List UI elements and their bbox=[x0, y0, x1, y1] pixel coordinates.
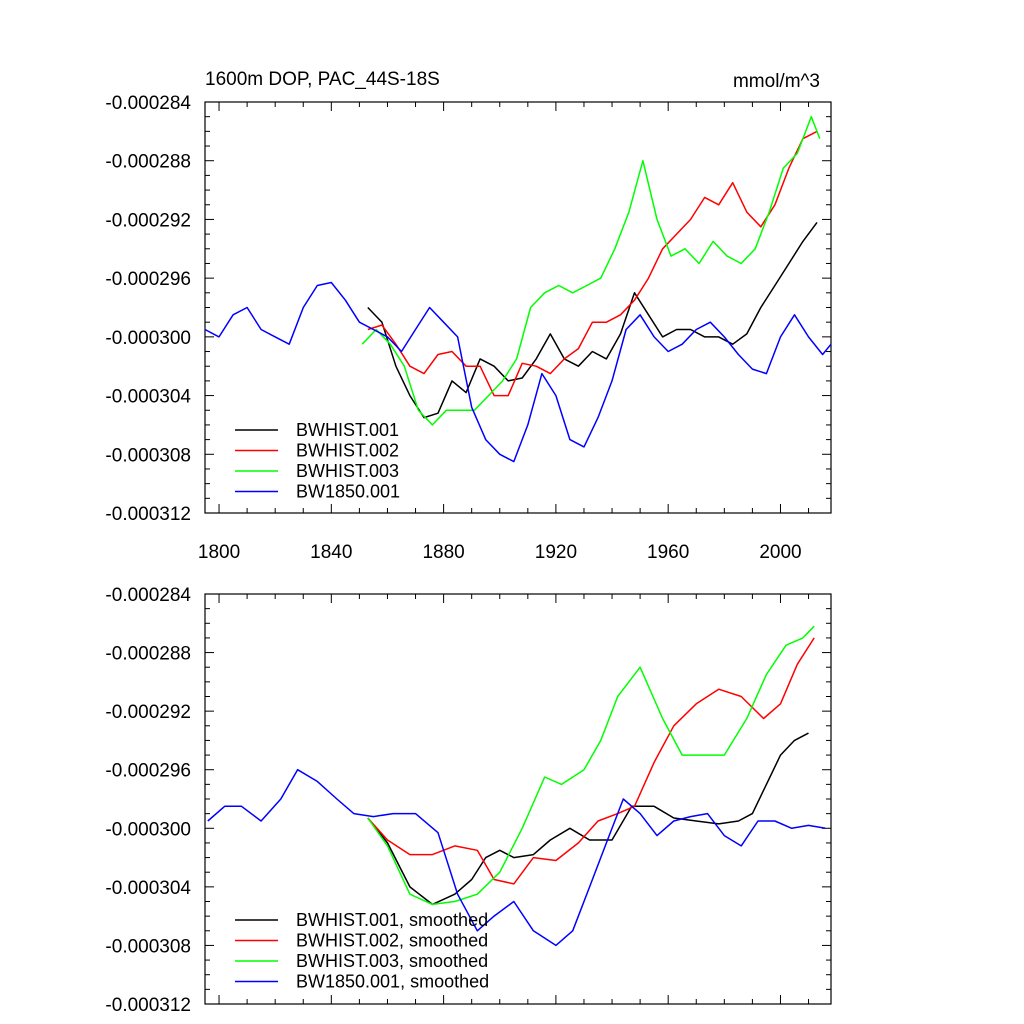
legend-label: BW1850.001, smoothed bbox=[296, 972, 489, 992]
y-tick-label: -0.000288 bbox=[105, 644, 191, 665]
y-tick-label: -0.000292 bbox=[105, 702, 191, 723]
bottom-panel: -0.000284 -0.000288 -0.000292 -0.000296 -0.0… bbox=[105, 585, 832, 1016]
y-tick-label: -0.000292 bbox=[105, 210, 191, 231]
x-tick-label: 2000 bbox=[759, 542, 801, 563]
y-tick-label: -0.000296 bbox=[105, 269, 191, 290]
top-panel: 1600m DOP, PAC_44S-18S mmol/m^3 -0.00028… bbox=[105, 69, 832, 563]
legend-label: BWHIST.001, smoothed bbox=[296, 910, 488, 930]
legend-label: BWHIST.001 bbox=[296, 420, 399, 440]
y-tick-label: -0.000304 bbox=[105, 387, 191, 408]
units-label: mmol/m^3 bbox=[733, 71, 820, 92]
series-line-bwhist-001 bbox=[367, 221, 818, 419]
x-tick-label: 1840 bbox=[310, 542, 352, 563]
series-line-bwhist-003-smoothed bbox=[367, 625, 815, 906]
y-tick-label: -0.000300 bbox=[105, 819, 191, 840]
y-tick-label: -0.000308 bbox=[105, 445, 191, 466]
y-tick-label: -0.000312 bbox=[105, 504, 191, 525]
series-line-bw1850-001-smoothed bbox=[207, 768, 826, 947]
y-tick-label: -0.000284 bbox=[105, 93, 191, 114]
series-line-bwhist-002-smoothed bbox=[367, 637, 815, 885]
legend-label: BWHIST.003, smoothed bbox=[296, 951, 488, 971]
x-tick-label: 1880 bbox=[422, 542, 464, 563]
y-tick-label: -0.000288 bbox=[105, 152, 191, 173]
x-tick-label: 1960 bbox=[647, 542, 689, 563]
series-line-bw1850-001 bbox=[204, 281, 832, 463]
series-line-bwhist-002 bbox=[367, 130, 818, 397]
y-tick-label: -0.000312 bbox=[105, 995, 191, 1016]
y-tick-label: -0.000284 bbox=[105, 585, 191, 606]
y-tick-label: -0.000308 bbox=[105, 936, 191, 957]
series-line-bwhist-003 bbox=[361, 115, 821, 426]
y-tick-label: -0.000300 bbox=[105, 328, 191, 349]
y-tick-label: -0.000304 bbox=[105, 878, 191, 899]
y-tick-label: -0.000296 bbox=[105, 761, 191, 782]
legend-label: BWHIST.003 bbox=[296, 461, 399, 481]
x-tick-label: 1920 bbox=[535, 542, 577, 563]
series-line-bwhist-001-smoothed bbox=[367, 732, 809, 906]
chart-title: 1600m DOP, PAC_44S-18S bbox=[205, 69, 440, 90]
legend-label: BW1850.001 bbox=[296, 482, 400, 502]
legend-label: BWHIST.002 bbox=[296, 441, 399, 461]
legend-label: BWHIST.002, smoothed bbox=[296, 931, 488, 951]
x-tick-label: 1800 bbox=[198, 542, 240, 563]
